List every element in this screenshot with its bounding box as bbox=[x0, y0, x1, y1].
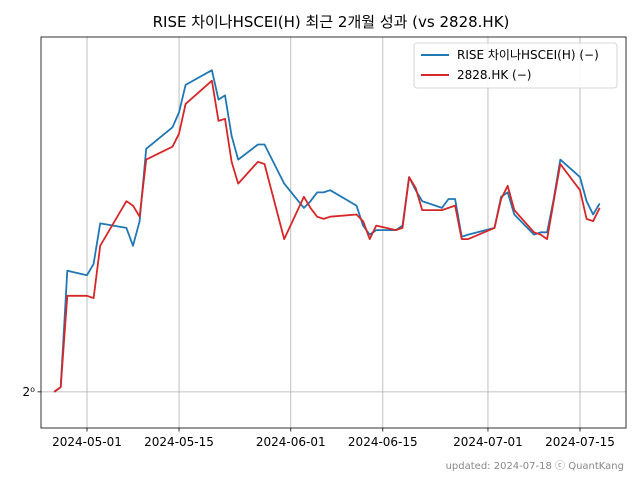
x-tick-label: 2024-06-01 bbox=[256, 435, 326, 449]
legend-label: RISE 차이나HSCEI(H) (−) bbox=[457, 48, 599, 62]
x-tick-label: 2024-07-15 bbox=[545, 435, 615, 449]
legend-label: 2828.HK (−) bbox=[457, 68, 531, 82]
chart-title: RISE 차이나HSCEI(H) 최근 2개월 성과 (vs 2828.HK) bbox=[153, 13, 510, 31]
series-line-1 bbox=[53, 69, 601, 393]
x-tick-label: 2024-05-15 bbox=[144, 435, 214, 449]
footer-note: updated: 2024-07-18 ⓒ QuantKang bbox=[446, 460, 624, 472]
plot-area-frame bbox=[40, 36, 627, 429]
legend: RISE 차이나HSCEI(H) (−) 2828.HK (−) bbox=[413, 42, 618, 89]
grid bbox=[41, 37, 626, 428]
series-line-2 bbox=[53, 79, 601, 393]
y-tick-label: 2⁰ bbox=[23, 385, 36, 399]
axis-ticks: 2024-05-01 2024-05-15 2024-06-01 2024-06-15… bbox=[23, 385, 615, 449]
x-tick-label: 2024-06-15 bbox=[348, 435, 418, 449]
legend-box bbox=[413, 42, 618, 89]
x-tick-label: 2024-07-01 bbox=[453, 435, 523, 449]
x-tick-label: 2024-05-01 bbox=[52, 435, 122, 449]
series-group bbox=[53, 69, 601, 393]
